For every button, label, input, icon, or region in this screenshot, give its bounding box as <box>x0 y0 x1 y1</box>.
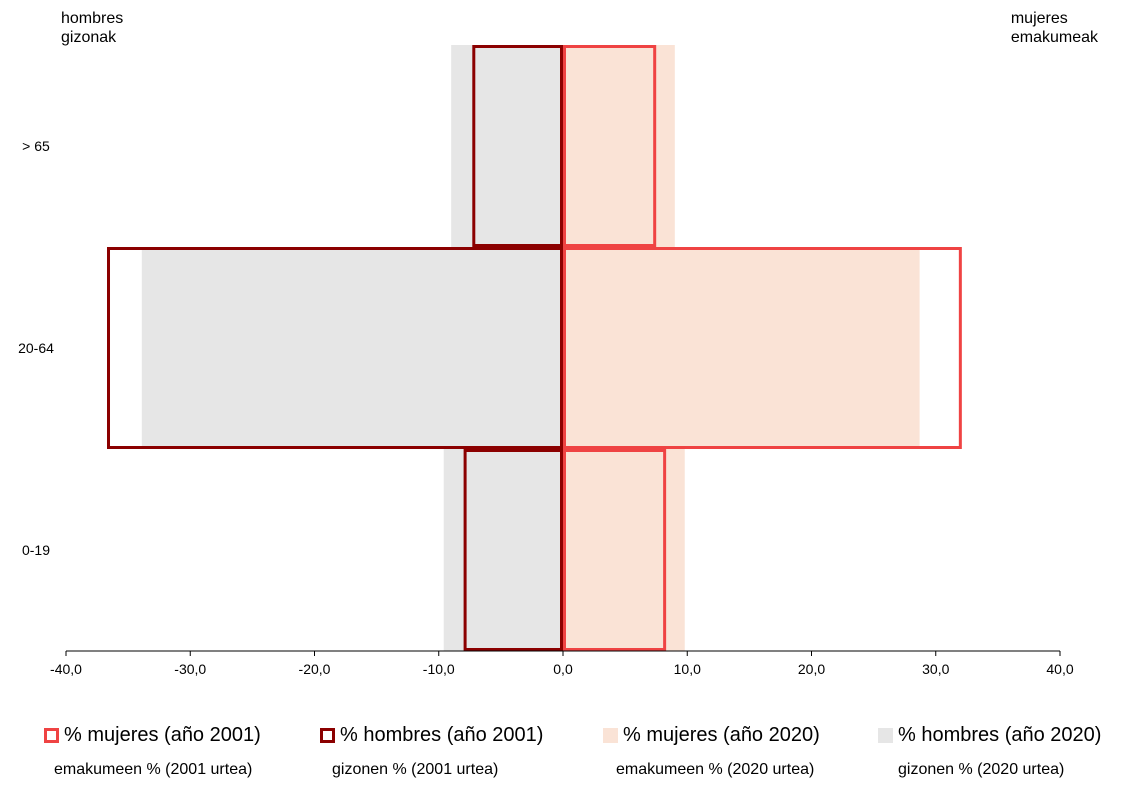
x-tick-label: 40,0 <box>1046 661 1073 677</box>
x-tick-label: 20,0 <box>798 661 825 677</box>
legend-label: % mujeres (año 2001) <box>64 724 261 746</box>
bar-hombres-a-o-2001-1 <box>107 247 563 449</box>
legend-swatch-mujeres-2001 <box>44 727 59 743</box>
category-label: > 65 <box>22 138 50 154</box>
x-tick-label: 10,0 <box>674 661 701 677</box>
legend-swatch-hombres-2020 <box>878 727 893 743</box>
bar-hombres-a-o-2020-1 <box>141 247 564 449</box>
x-tick-label: -30,0 <box>174 661 206 677</box>
legend-swatch-hombres-2001 <box>320 727 335 743</box>
category-labels: > 65 20-64 0-19 <box>18 138 54 558</box>
legend-sublabel: emakumeen % (2001 urtea) <box>54 761 253 778</box>
legend-item-hombres-2020: % hombres (año 2020) gizonen % (2020 urt… <box>878 722 1101 780</box>
legend-label: % hombres (año 2001) <box>340 724 544 746</box>
legend-sublabel: gizonen % (2020 urtea) <box>898 761 1065 778</box>
x-tick-label: 0,0 <box>553 661 573 677</box>
x-axis: -40,0 -30,0 -20,0 -10,0 0,0 10,0 20,0 30,0 40,0 <box>50 650 1074 677</box>
legend-item-mujeres-2020: % mujeres (año 2020) emakumeen % (2020 u… <box>603 722 820 780</box>
x-tick-label: 30,0 <box>922 661 949 677</box>
bar-hombres-a-o-2020-0 <box>451 45 563 247</box>
category-label: 20-64 <box>18 340 54 356</box>
legend-sublabel: emakumeen % (2020 urtea) <box>616 761 815 778</box>
bar-mujeres-a-o-2020-1 <box>563 247 920 449</box>
legend-label: % mujeres (año 2020) <box>623 724 820 746</box>
x-tick-label: -10,0 <box>423 661 455 677</box>
bar-hombres-a-o-2001-2 <box>463 449 564 651</box>
left-header: hombres gizonak <box>61 9 123 47</box>
bar-mujeres-a-o-2001-1 <box>563 247 962 449</box>
population-pyramid-chart: -40,0 -30,0 -20,0 -10,0 0,0 10,0 20,0 30,0 40,0 … <box>18 45 1074 677</box>
bar-mujeres-a-o-2001-0 <box>563 45 657 247</box>
legend-label: % hombres (año 2020) <box>898 724 1102 746</box>
bar-mujeres-a-o-2020-0 <box>563 45 675 247</box>
right-header-label-eu: emakumeak <box>1010 29 1098 46</box>
legend-sublabel: gizonen % (2001 urtea) <box>332 761 499 778</box>
right-header-label-es: mujeres <box>1010 10 1068 27</box>
bar-mujeres-a-o-2020-2 <box>563 449 685 651</box>
legend-item-mujeres-2001: % mujeres (año 2001) emakumeen % (2001 u… <box>44 722 261 780</box>
x-tick-label: -40,0 <box>50 661 82 677</box>
bars-2020-layer <box>141 45 920 651</box>
right-header: mujeres emakumeak <box>1011 9 1098 47</box>
legend-swatch-mujeres-2020 <box>603 727 618 743</box>
left-header-label-es: hombres <box>61 10 124 27</box>
bar-hombres-a-o-2001-0 <box>472 45 563 247</box>
bar-hombres-a-o-2020-2 <box>443 449 563 651</box>
legend-item-hombres-2001: % hombres (año 2001) gizonen % (2001 urt… <box>320 722 543 780</box>
x-tick-label: -20,0 <box>299 661 331 677</box>
left-header-label-eu: gizonak <box>61 29 117 46</box>
bar-mujeres-a-o-2001-2 <box>563 449 667 651</box>
bars-2001-layer <box>107 45 962 651</box>
category-label: 0-19 <box>22 542 50 558</box>
